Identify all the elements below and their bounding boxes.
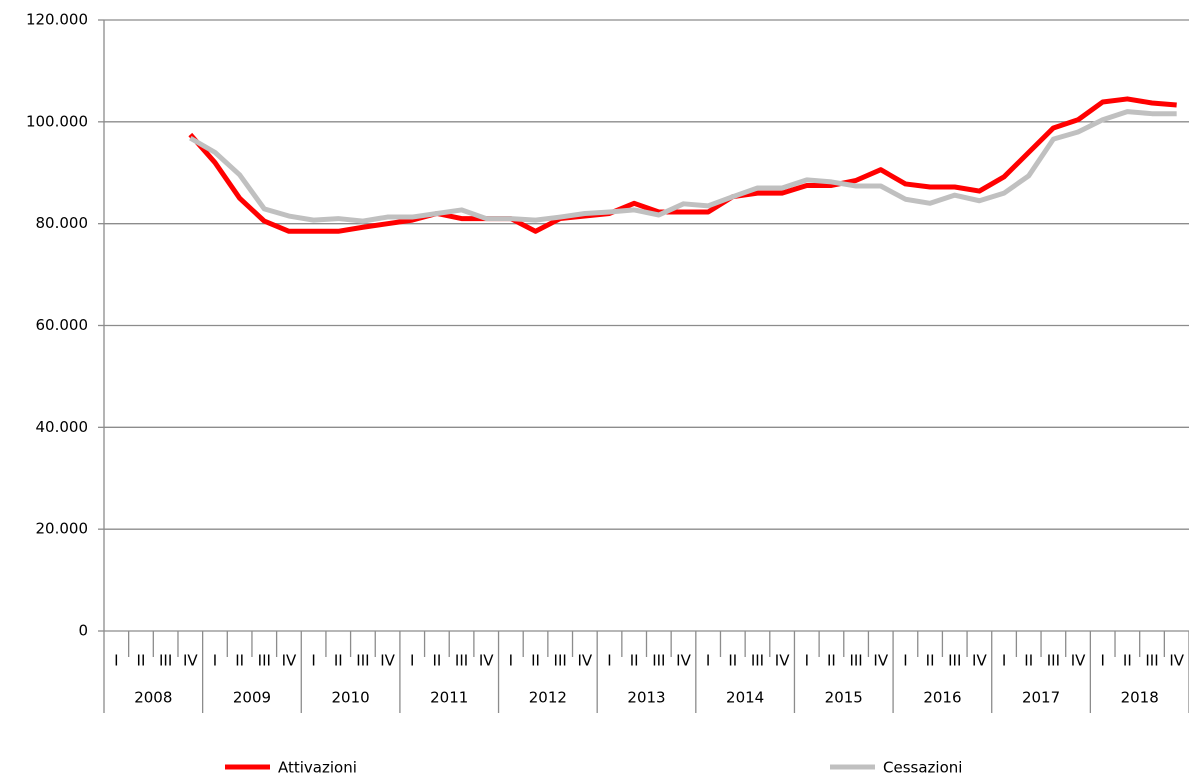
x-tick-label: IV: [972, 652, 987, 670]
x-tick-label: IV: [578, 652, 593, 670]
x-tick-label: III: [258, 652, 271, 670]
x-tick-label: II: [827, 652, 836, 670]
y-tick-label: 100.000: [26, 112, 88, 130]
x-tick-label: I: [509, 652, 513, 670]
x-tick-label: IV: [282, 652, 297, 670]
x-group-label: 2008: [134, 689, 172, 707]
x-tick-label: I: [114, 652, 118, 670]
x-group-label: 2014: [726, 689, 764, 707]
line-series: [189, 109, 1177, 224]
x-tick-label: I: [1002, 652, 1006, 670]
x-tick-label: II: [531, 652, 540, 670]
x-tick-label: I: [607, 652, 611, 670]
x-group-label: 2009: [233, 689, 271, 707]
line-series: [188, 96, 1177, 234]
x-tick-label: II: [334, 652, 343, 670]
y-tick-label: 40.000: [36, 418, 89, 436]
y-tick-label: 120.000: [26, 11, 88, 29]
x-tick-label: II: [235, 652, 244, 670]
x-tick-label: IV: [873, 652, 888, 670]
y-tick-label: 80.000: [36, 214, 89, 232]
x-group-label: 2013: [627, 689, 665, 707]
x-group-label: 2017: [1022, 689, 1060, 707]
x-tick-label: II: [137, 652, 146, 670]
x-tick-label: I: [213, 652, 217, 670]
y-tick-label: 60.000: [36, 316, 89, 334]
x-tick-label: IV: [676, 652, 691, 670]
legend-label: Cessazioni: [883, 759, 962, 777]
x-tick-label: II: [630, 652, 639, 670]
x-tick-label: III: [948, 652, 961, 670]
x-tick-label: III: [849, 652, 862, 670]
x-tick-label: I: [1100, 652, 1104, 670]
x-tick-label: I: [410, 652, 414, 670]
x-group-label: 2018: [1121, 689, 1159, 707]
x-tick-label: II: [1024, 652, 1033, 670]
x-tick-label: I: [805, 652, 809, 670]
x-group-label: 2015: [825, 689, 863, 707]
x-tick-label: II: [728, 652, 737, 670]
x-tick-label: II: [926, 652, 935, 670]
x-tick-label: II: [1123, 652, 1132, 670]
x-tick-label: III: [751, 652, 764, 670]
x-tick-label: III: [455, 652, 468, 670]
x-tick-label: IV: [1071, 652, 1086, 670]
x-tick-label: III: [652, 652, 665, 670]
x-group-label: 2012: [529, 689, 567, 707]
y-tick-label: 20.000: [36, 520, 89, 538]
x-group-label: 2011: [430, 689, 468, 707]
x-tick-label: III: [356, 652, 369, 670]
x-tick-label: I: [706, 652, 710, 670]
x-group-label: 2016: [923, 689, 961, 707]
x-tick-label: IV: [1169, 652, 1184, 670]
x-tick-label: III: [1145, 652, 1158, 670]
x-tick-label: III: [1047, 652, 1060, 670]
x-tick-label: I: [311, 652, 315, 670]
x-tick-label: I: [903, 652, 907, 670]
x-tick-label: III: [159, 652, 172, 670]
legend-label: Attivazioni: [278, 759, 357, 777]
x-tick-label: IV: [775, 652, 790, 670]
x-tick-label: IV: [380, 652, 395, 670]
x-tick-label: III: [554, 652, 567, 670]
x-tick-label: IV: [183, 652, 198, 670]
x-tick-label: II: [432, 652, 441, 670]
x-tick-label: IV: [479, 652, 494, 670]
y-tick-label: 0: [78, 622, 88, 640]
x-group-label: 2010: [331, 689, 369, 707]
